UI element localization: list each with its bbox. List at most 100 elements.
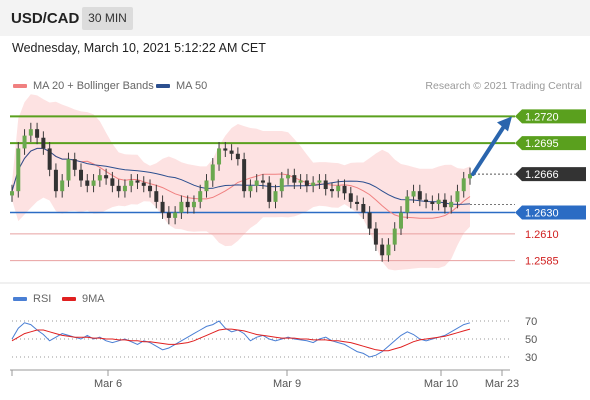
candle-body-66 (424, 199, 429, 202)
candle-body-33 (217, 148, 222, 165)
rsi-line (11, 320, 471, 358)
candle-body-56 (361, 203, 366, 213)
bollinger-band-fill (12, 94, 470, 271)
candle-body-57 (367, 212, 372, 229)
candle-body-36 (235, 153, 240, 160)
candle-body-70 (449, 201, 454, 208)
price-tag-layer: 1.2720 1.2695 1.2666 1.2630 1.2610 1.2585 (515, 109, 586, 268)
symbol-label: USD/CAD (11, 10, 80, 27)
candle-body-3 (28, 129, 33, 136)
legend-9ma-label: 9MA (82, 293, 105, 305)
price-tag-label-1.2610: 1.2610 (525, 229, 559, 241)
candle-body-51 (329, 189, 334, 192)
legend-ma50-swatch (156, 84, 170, 89)
candle-body-62 (398, 212, 403, 229)
candle-body-46 (298, 180, 303, 183)
candle-body-71 (455, 191, 460, 202)
legend-rsi: RSI (13, 293, 51, 305)
candle-body-50 (323, 180, 328, 190)
candle-body-53 (342, 185, 347, 194)
candle-body-5 (41, 137, 46, 149)
price-tag-1.2630 (515, 205, 586, 220)
legend-ma20-label: MA 20 + Bollinger Bands (33, 80, 154, 92)
candle-body-58 (373, 228, 378, 245)
candle-body-9 (66, 159, 71, 181)
rsi-level-label-50: 50 (525, 334, 537, 346)
candle-body-6 (47, 148, 52, 170)
candle-body-26 (173, 212, 178, 218)
candle-body-18 (122, 185, 127, 192)
candle-body-55 (355, 201, 360, 204)
bollinger-band-layer (12, 94, 470, 271)
candle-body-34 (223, 148, 228, 151)
candle-body-10 (72, 159, 77, 170)
candle-body-13 (91, 180, 96, 186)
price-tag-label-1.2666: 1.2666 (525, 169, 559, 181)
candle-body-67 (430, 201, 435, 204)
rsi-ma-line (11, 328, 471, 352)
candle-body-73 (468, 174, 472, 179)
candle-body-12 (85, 180, 90, 186)
candle-body-8 (60, 180, 65, 192)
candle-body-20 (135, 180, 140, 183)
candle-body-11 (79, 169, 84, 181)
candle-body-22 (148, 185, 153, 192)
candle-body-39 (254, 180, 259, 186)
candle-body-21 (141, 182, 146, 186)
rsi-level-label-30: 30 (525, 352, 537, 364)
candle-body-40 (260, 180, 265, 183)
candle-body-37 (242, 159, 247, 192)
candle-body-27 (179, 201, 184, 213)
candle-body-68 (436, 199, 441, 204)
candle-body-1 (16, 148, 21, 192)
timeframe-button[interactable]: 30 MIN (82, 7, 133, 30)
price-tag-label-1.2720: 1.2720 (525, 111, 559, 123)
candle-body-29 (191, 201, 196, 208)
candle-body-63 (405, 196, 410, 213)
price-tag-label-1.2630: 1.2630 (525, 208, 559, 220)
candle-body-54 (348, 193, 353, 202)
forecast-arrow-head (497, 116, 512, 132)
price-tag-label-1.2695: 1.2695 (525, 138, 559, 150)
forecast-arrow-shaft (471, 124, 506, 177)
candle-body-16 (110, 178, 115, 186)
forecast-arrow-layer (471, 116, 512, 177)
candle-body-4 (35, 129, 40, 138)
candlestick-layer (10, 122, 472, 262)
legend-ma20-swatch (13, 84, 27, 89)
candle-body-52 (336, 185, 341, 192)
x-tick-label-3: Mar 23 (485, 378, 519, 390)
candle-body-42 (273, 191, 278, 202)
candle-body-38 (248, 185, 253, 192)
moving-average-layer (11, 147, 471, 219)
candle-body-44 (286, 175, 291, 179)
candle-body-60 (386, 244, 391, 256)
candle-body-43 (279, 178, 284, 192)
legend-rsi-swatch (13, 297, 27, 302)
legend-ma20: MA 20 + Bollinger Bands (13, 80, 154, 92)
candle-body-30 (198, 191, 203, 202)
candle-body-7 (53, 169, 58, 192)
candle-body-48 (311, 182, 316, 186)
candle-body-69 (442, 199, 447, 208)
legend-ma50: MA 50 (156, 80, 207, 92)
rsi-layer: 70 50 30 (11, 316, 537, 364)
chart-header: USD/CAD 30 MIN (0, 0, 590, 36)
candle-body-28 (185, 201, 190, 208)
research-credit: Research © 2021 Trading Central (425, 80, 582, 92)
ma20-line (11, 147, 471, 219)
candle-body-19 (129, 180, 134, 186)
candle-body-2 (22, 135, 27, 149)
candle-body-31 (204, 180, 209, 192)
level-lines-layer (10, 115, 515, 262)
candle-body-41 (267, 182, 272, 202)
price-tag-1.2666 (515, 167, 586, 182)
price-tag-1.2720 (515, 109, 586, 124)
candle-body-35 (229, 150, 234, 154)
candle-body-17 (116, 185, 121, 192)
candle-body-0 (10, 191, 14, 196)
candle-body-47 (304, 180, 309, 186)
x-tick-label-0: Mar 6 (94, 378, 122, 390)
candle-body-23 (154, 191, 159, 202)
